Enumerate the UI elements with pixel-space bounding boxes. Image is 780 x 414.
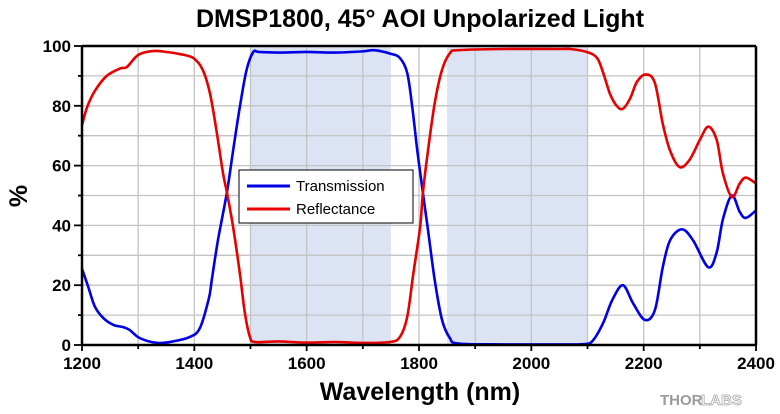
logo-text-labs: LABS xyxy=(701,392,742,409)
x-tick-labels: 1200 1400 1600 1800 2000 2200 2400 xyxy=(63,354,775,373)
y-tick-label: 0 xyxy=(62,336,71,355)
y-tick-label: 20 xyxy=(52,276,71,295)
chart-title: DMSP1800, 45° AOI Unpolarized Light xyxy=(196,5,645,33)
series-line-transmission xyxy=(80,48,757,346)
grid xyxy=(82,46,756,345)
y-tick-label: 80 xyxy=(52,97,71,116)
legend-label-reflectance: Reflectance xyxy=(296,201,375,218)
thorlabs-logo: THOR LABS xyxy=(660,392,742,410)
x-tick-label: 1800 xyxy=(400,354,438,373)
x-tick-label: 1400 xyxy=(175,354,213,373)
legend-box xyxy=(238,169,414,224)
x-axis-label: Wavelength (nm) xyxy=(320,378,520,406)
y-axis-label: % xyxy=(5,185,33,207)
y-tick-label: 60 xyxy=(52,157,71,176)
legend-label-transmission: Transmission xyxy=(296,178,385,195)
x-tick-label: 2400 xyxy=(737,354,775,373)
x-tick-label: 1200 xyxy=(63,354,101,373)
series-lines xyxy=(80,47,757,346)
x-tick-label: 1600 xyxy=(288,354,326,373)
y-tick-label: 40 xyxy=(52,216,71,235)
y-tick-label: 100 xyxy=(43,37,71,56)
y-tick-labels: 0 20 40 60 80 100 xyxy=(43,37,71,355)
x-tick-label: 2000 xyxy=(512,354,550,373)
logo-text-thor: THOR xyxy=(660,392,703,409)
x-tick-label: 2200 xyxy=(625,354,663,373)
series-line-reflectance xyxy=(80,47,757,345)
axes xyxy=(74,44,758,351)
legend: Transmission Reflectance xyxy=(238,169,414,224)
